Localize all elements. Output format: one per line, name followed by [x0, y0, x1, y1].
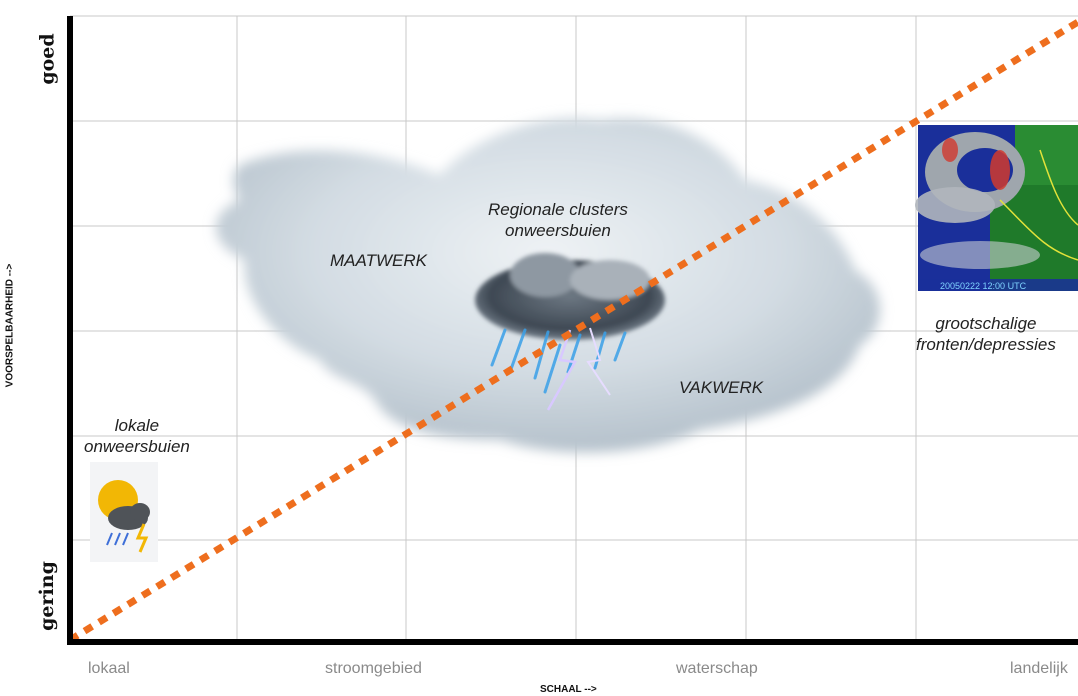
sun-cloud-rain-icon [90, 462, 158, 562]
axes [67, 16, 1078, 645]
x-tick-label: waterschap [676, 660, 758, 677]
regional-clusters-label: Regionale clusters onweersbuien [488, 200, 628, 240]
local-storms-label: lokale onweersbuien [84, 416, 190, 456]
y-low-label: gering [35, 561, 58, 631]
y-axis-title: VOORSPELBAARHEID --> [4, 263, 16, 388]
y-high-label: goed [36, 33, 59, 85]
x-tick-label: landelijk [1010, 660, 1068, 677]
x-tick-label: stroomgebied [325, 660, 422, 677]
maatwerk-label: MAATWERK [330, 251, 427, 270]
x-tick-label: lokaal [88, 660, 130, 677]
satellite-map-image: 20050222 12:00 UTC [915, 125, 1078, 291]
x-axis-title: SCHAAL --> [540, 684, 597, 695]
large-scale-fronts-label: grootschalige fronten/depressies [916, 314, 1056, 354]
satellite-timestamp: 20050222 12:00 UTC [940, 281, 1027, 291]
thundercloud-lightning-icon [475, 253, 665, 411]
vakwerk-label: VAKWERK [679, 378, 764, 397]
